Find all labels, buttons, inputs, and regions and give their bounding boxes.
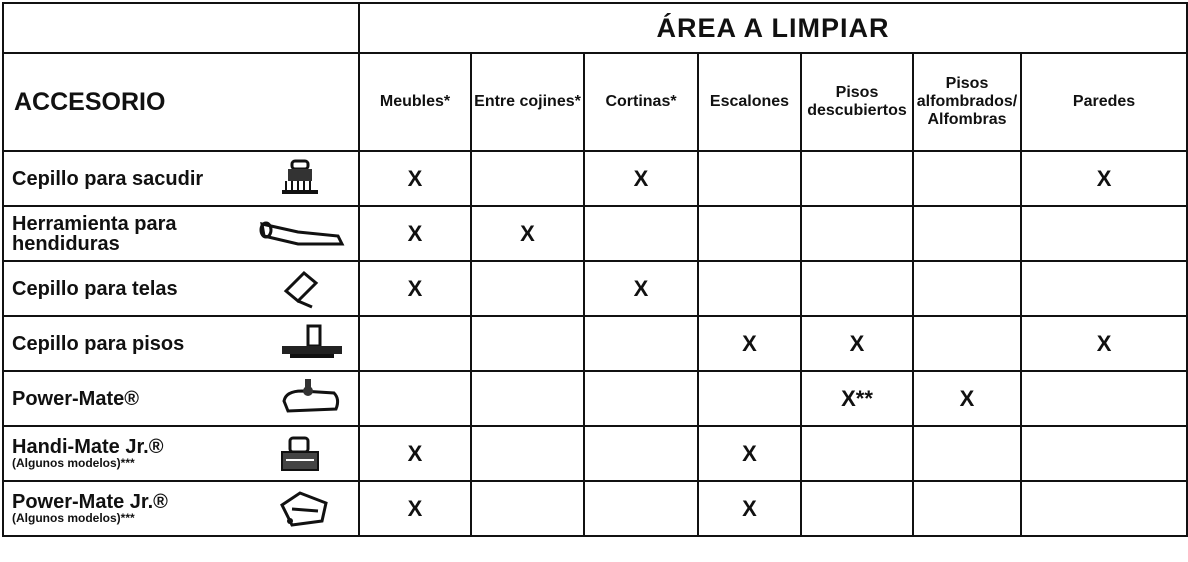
empty-cell <box>583 205 699 262</box>
accessory: Cepillo para pisos <box>2 315 360 372</box>
data-row: Herramienta para hendiduras X X <box>2 205 1188 262</box>
usage-mark: X <box>697 425 802 482</box>
column-header: Entre cojines* <box>470 52 585 152</box>
empty-cell <box>912 425 1022 482</box>
data-row: Handi-Mate Jr.® (Algunos modelos)*** X X <box>2 425 1188 482</box>
accessory: Power-Mate® <box>2 370 360 427</box>
empty-cell <box>470 425 585 482</box>
accessory-name: Power-Mate® <box>12 387 139 410</box>
empty-cell <box>470 260 585 317</box>
usage-mark: X <box>583 150 699 207</box>
accessory-icon <box>259 221 345 245</box>
header-row: ACCESORIO Meubles* Entre cojines* Cortinas… <box>2 52 1188 152</box>
accessory-icon <box>282 378 340 413</box>
accessory-icon <box>282 324 342 358</box>
data-row: Cepillo para pisos X X X <box>2 315 1188 372</box>
empty-cell <box>697 260 802 317</box>
empty-cell <box>912 150 1022 207</box>
usage-mark: X <box>358 425 472 482</box>
empty-cell <box>583 480 699 537</box>
accessory-icon <box>280 490 328 527</box>
usage-mark: X <box>358 260 472 317</box>
column-header: Pisos alfombrados/ Alfombras <box>912 52 1022 152</box>
column-header: Cortinas* <box>583 52 699 152</box>
accessory: Cepillo para telas <box>2 260 360 317</box>
empty-cell <box>800 205 914 262</box>
empty-cell <box>1019 480 1188 537</box>
empty-cell <box>583 425 699 482</box>
accessory: Power-Mate Jr.® (Algunos modelos)*** <box>2 480 360 537</box>
empty-cell <box>1019 260 1188 317</box>
accessory-name: Cepillo para telas <box>12 277 178 300</box>
empty-cell <box>912 480 1022 537</box>
accessory-name: Handi-Mate Jr.® <box>12 436 164 458</box>
accessory-note: (Algunos modelos)*** <box>12 511 135 525</box>
empty-corner <box>2 2 360 54</box>
accessory: Cepillo para sacudir <box>2 150 360 207</box>
empty-cell <box>1019 370 1188 427</box>
accessory: Herramienta para hendiduras <box>2 205 360 262</box>
empty-cell <box>470 150 585 207</box>
data-row: Cepillo para sacudir X X X <box>2 150 1188 207</box>
column-header: Pisos descubiertos <box>800 52 914 152</box>
empty-cell <box>912 260 1022 317</box>
usage-mark: X <box>697 480 802 537</box>
data-row: Power-Mate® X** X <box>2 370 1188 427</box>
usage-mark: X <box>912 370 1022 427</box>
empty-cell <box>800 260 914 317</box>
empty-cell <box>800 150 914 207</box>
title-row: ÁREA A LIMPIAR <box>2 2 1188 54</box>
empty-cell <box>800 480 914 537</box>
empty-cell <box>1019 425 1188 482</box>
accessory-name: Power-Mate Jr.® <box>12 491 168 513</box>
empty-cell <box>470 480 585 537</box>
column-header: Meubles* <box>358 52 472 152</box>
data-row: Power-Mate Jr.® (Algunos modelos)*** X X <box>2 480 1188 537</box>
empty-cell <box>358 315 472 372</box>
usage-mark: X <box>358 205 472 262</box>
accessory: Handi-Mate Jr.® (Algunos modelos)*** <box>2 425 360 482</box>
usage-mark: X <box>583 260 699 317</box>
usage-mark: X <box>470 205 585 262</box>
usage-table: ÁREA A LIMPIAR ACCESORIO Meubles* Entre c… <box>2 2 1188 537</box>
empty-cell <box>583 370 699 427</box>
usage-mark: X <box>358 150 472 207</box>
empty-cell <box>697 370 802 427</box>
empty-cell <box>912 315 1022 372</box>
accessory-name: Cepillo para sacudir <box>12 167 204 190</box>
empty-cell <box>470 370 585 427</box>
empty-cell <box>1019 205 1188 262</box>
empty-cell <box>358 370 472 427</box>
row-header: ACCESORIO <box>2 52 360 152</box>
accessory-name: Herramienta para hendiduras <box>12 212 177 255</box>
empty-cell <box>697 150 802 207</box>
usage-mark: X <box>1019 315 1188 372</box>
empty-cell <box>470 315 585 372</box>
usage-mark: X <box>697 315 802 372</box>
empty-cell <box>697 205 802 262</box>
empty-cell <box>583 315 699 372</box>
usage-mark: X <box>358 480 472 537</box>
table-title: ÁREA A LIMPIAR <box>357 2 1188 54</box>
accessory-note: (Algunos modelos)*** <box>12 456 135 470</box>
usage-mark: X** <box>800 370 914 427</box>
data-row: Cepillo para telas X X <box>2 260 1188 317</box>
accessory-name: Cepillo para pisos <box>12 332 185 355</box>
usage-mark: X <box>1019 150 1188 207</box>
accessory-icon <box>283 270 319 308</box>
empty-cell <box>800 425 914 482</box>
accessory-icon <box>281 436 319 471</box>
accessory-icon <box>282 159 318 194</box>
column-header: Paredes <box>1019 52 1188 152</box>
column-header: Escalones <box>697 52 802 152</box>
empty-cell <box>912 205 1022 262</box>
usage-mark: X <box>800 315 914 372</box>
